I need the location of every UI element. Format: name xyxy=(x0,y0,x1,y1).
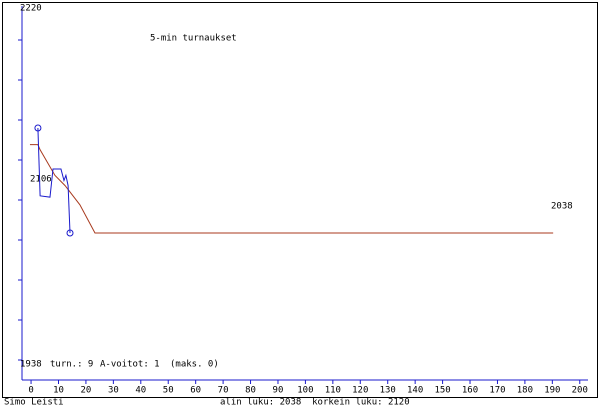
x-tick-label: 170 xyxy=(489,386,505,396)
x-tick-label: 120 xyxy=(352,386,368,396)
data-line xyxy=(37,127,71,234)
x-tick-label: 110 xyxy=(325,386,341,396)
x-tick-label: 90 xyxy=(273,386,284,396)
y-tick-label: 1938 xyxy=(20,360,42,370)
x-tick-label: 80 xyxy=(245,386,256,396)
y-tick-label: 2220 xyxy=(20,4,42,14)
annotation: 2106 xyxy=(30,175,52,185)
x-tick-label: 40 xyxy=(135,386,146,396)
stat: A-voitot: 1 xyxy=(100,360,160,370)
chart-title: 5-min turnaukset xyxy=(150,34,237,44)
x-tick-label: 150 xyxy=(434,386,450,396)
x-tick-label: 0 xyxy=(28,386,33,396)
x-tick-label: 10 xyxy=(53,386,64,396)
x-tick-label: 130 xyxy=(380,386,396,396)
footer-author: Simo Leisti xyxy=(4,398,64,408)
frame xyxy=(2,2,598,398)
x-tick-label: 180 xyxy=(517,386,533,396)
point-marker xyxy=(66,229,74,237)
annotation: 2038 xyxy=(551,202,573,212)
data-line xyxy=(29,144,554,234)
point-marker xyxy=(34,124,42,132)
x-tick-label: 100 xyxy=(297,386,313,396)
x-tick-label: 160 xyxy=(462,386,478,396)
x-tick-label: 50 xyxy=(163,386,174,396)
x-tick-label: 70 xyxy=(218,386,229,396)
y-axis-decor-ticks xyxy=(18,39,22,361)
x-tick-label: 140 xyxy=(407,386,423,396)
footer-summary: alin luku: 2038 korkein luku: 2120 xyxy=(220,398,410,408)
x-tick-label: 30 xyxy=(108,386,119,396)
x-tick-label: 190 xyxy=(544,386,560,396)
stat: (maks. 0) xyxy=(170,360,219,370)
stat: turn.: 9 xyxy=(50,360,93,370)
x-tick-label: 20 xyxy=(81,386,92,396)
x-tick-label: 60 xyxy=(190,386,201,396)
x-tick-label: 200 xyxy=(572,386,588,396)
